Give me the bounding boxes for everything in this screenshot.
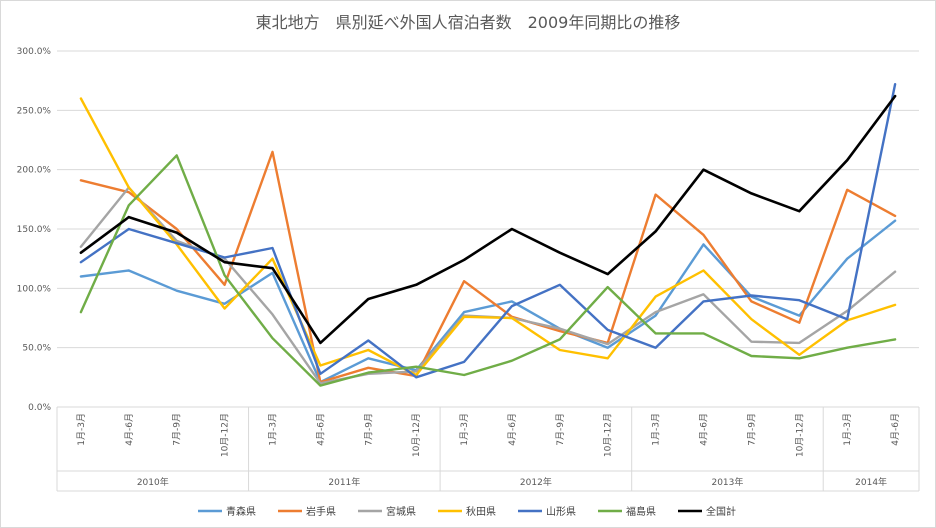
chart-title: 東北地方 県別延べ外国人宿泊者数 2009年同期比の推移 — [256, 13, 681, 32]
year-group-label: 2014年 — [855, 476, 887, 488]
year-group-label: 2010年 — [137, 476, 169, 488]
x-tick-label: 10月-12月 — [603, 413, 614, 457]
x-tick-label: 10月-12月 — [411, 413, 422, 457]
x-tick-label: 4月-6月 — [890, 413, 901, 446]
y-tick-label: 100.0% — [17, 284, 52, 294]
y-tick-label: 0.0% — [28, 403, 51, 413]
x-tick-label: 1月-3月 — [76, 413, 87, 446]
y-tick-label: 250.0% — [17, 106, 52, 116]
legend-label: 青森県 — [226, 505, 256, 518]
x-tick-label: 1月-3月 — [842, 413, 853, 446]
x-tick-label: 7月-9月 — [172, 413, 183, 446]
x-tick-label: 4月-6月 — [507, 413, 518, 446]
legend-item: 宮城県 — [358, 505, 416, 518]
year-group-label: 2011年 — [328, 476, 360, 488]
series-line-全国計 — [79, 94, 897, 345]
x-tick-label: 10月-12月 — [220, 413, 231, 457]
legend-label: 宮城県 — [386, 505, 416, 518]
year-group-label: 2013年 — [711, 476, 743, 488]
y-tick-label: 150.0% — [17, 225, 52, 235]
x-tick-label: 7月-9月 — [746, 413, 757, 446]
series-line-宮城県 — [79, 186, 897, 385]
legend-item: 岩手県 — [278, 505, 336, 518]
legend-item: 山形県 — [518, 506, 576, 518]
x-tick-label: 7月-9月 — [363, 413, 374, 446]
year-group-label: 2012年 — [520, 476, 552, 488]
legend-label: 全国計 — [706, 505, 736, 518]
y-tick-label: 300.0% — [17, 47, 52, 57]
legend-label: 岩手県 — [306, 505, 336, 518]
x-tick-label: 1月-3月 — [459, 413, 470, 446]
y-tick-label: 50.0% — [22, 344, 51, 354]
legend-item: 青森県 — [198, 505, 256, 518]
legend-item: 全国計 — [678, 505, 736, 518]
series-line-福島県 — [79, 154, 897, 387]
x-tick-label: 4月-6月 — [699, 413, 710, 446]
x-tick-label: 7月-9月 — [555, 413, 566, 446]
x-tick-label: 4月-6月 — [315, 413, 326, 446]
legend-label: 秋田県 — [466, 505, 496, 518]
legend-label: 山形県 — [546, 506, 576, 518]
x-tick-label: 1月-3月 — [268, 413, 279, 446]
series-line-秋田県 — [79, 97, 897, 377]
x-tick-label: 10月-12月 — [794, 413, 805, 457]
legend-item: 福島県 — [598, 505, 656, 518]
legend-item: 秋田県 — [438, 505, 496, 518]
x-tick-label: 4月-6月 — [124, 413, 135, 446]
series-line-岩手県 — [79, 150, 897, 384]
x-tick-label: 1月-3月 — [651, 413, 662, 446]
legend-label: 福島県 — [626, 505, 656, 518]
series-line-山形県 — [79, 82, 897, 379]
y-tick-label: 200.0% — [17, 166, 52, 176]
series-line-青森県 — [79, 219, 897, 384]
